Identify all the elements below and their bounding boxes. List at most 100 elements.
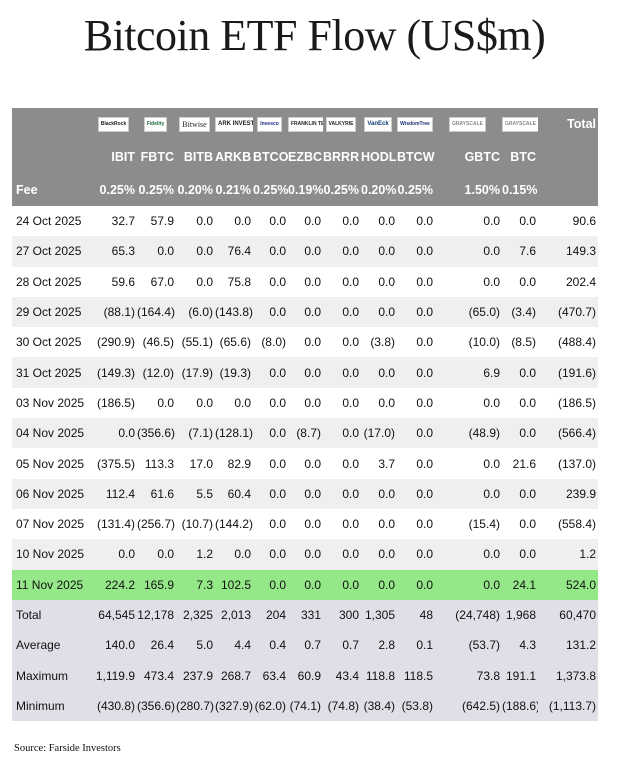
flow-cell: 0.0 bbox=[288, 296, 323, 328]
issuer-logo-cell: VanEck bbox=[361, 108, 397, 140]
flow-cell: 32.7 bbox=[111, 214, 135, 229]
fee-value: 0.25% bbox=[323, 173, 361, 206]
flow-cell: 0.0 bbox=[397, 539, 435, 570]
flow-cell: 0.0 bbox=[435, 569, 502, 600]
flow-cell: (15.4) bbox=[468, 517, 500, 532]
flow-cell: 0.0 bbox=[253, 357, 288, 388]
flow-cell: 0.0 bbox=[361, 296, 397, 328]
flow-cell: 3.7 bbox=[378, 456, 395, 471]
total-header: Total bbox=[538, 108, 598, 140]
flow-cell: (17.0) bbox=[361, 418, 397, 449]
flow-cell: 24.1 bbox=[502, 569, 538, 600]
issuer-logo: Bitwise bbox=[179, 116, 210, 132]
flow-cell: 0.0 bbox=[342, 456, 359, 471]
page-title: Bitcoin ETF Flow (US$m) bbox=[83, 11, 546, 60]
flow-cell: (8.0) bbox=[261, 335, 286, 350]
flow-cell: 0.0 bbox=[483, 395, 500, 410]
flow-cell: 0.0 bbox=[269, 274, 286, 289]
flow-cell: 0.0 bbox=[416, 517, 433, 532]
flow-cell: (6.0) bbox=[176, 296, 215, 328]
flow-cell: 165.9 bbox=[137, 569, 176, 600]
flow-cell: 0.0 bbox=[342, 517, 359, 532]
flow-cell: (356.6) bbox=[137, 418, 176, 449]
ticker-header: BTC bbox=[502, 140, 538, 173]
row-date: 29 Oct 2025 bbox=[12, 296, 92, 328]
flow-cell: 102.5 bbox=[215, 569, 253, 600]
flow-cell: 59.6 bbox=[111, 274, 135, 289]
flow-cell: 0.0 bbox=[323, 478, 361, 509]
flow-cell: 0.0 bbox=[304, 395, 321, 410]
summary-cell: 2,325 bbox=[176, 599, 215, 631]
summary-cell: 26.4 bbox=[137, 630, 176, 661]
ticker-header: BITB bbox=[176, 140, 215, 173]
ticker-header: EZBC bbox=[288, 140, 323, 173]
flow-cell: 0.0 bbox=[378, 517, 395, 532]
flow-cell: 0.0 bbox=[435, 478, 502, 509]
table-row: 27 Oct 2025 65.3 0.0 0.0 76.4 0.0 0.0 0.0 0.0 0.0… bbox=[12, 236, 598, 267]
summary-cell: (74.8) bbox=[323, 690, 361, 722]
flow-cell: 0.0 bbox=[342, 274, 359, 289]
row-date: 28 Oct 2025 bbox=[16, 274, 82, 289]
flow-cell: 0.0 bbox=[196, 214, 213, 229]
summary-cell: 204 bbox=[253, 599, 288, 631]
table-row: 06 Nov 2025 112.4 61.6 5.5 60.4 0.0 0.0 0.0 0.0 0… bbox=[12, 478, 598, 509]
summary-cell: 140.0 bbox=[92, 630, 137, 661]
summary-cell: 1,119.9 bbox=[92, 660, 137, 691]
row-date: 03 Nov 2025 bbox=[16, 395, 85, 410]
flow-cell: 0.0 bbox=[253, 569, 288, 600]
summary-label: Minimum bbox=[12, 690, 92, 722]
summary-cell: (74.1) bbox=[288, 690, 323, 722]
summary-cell: 2.8 bbox=[361, 630, 397, 661]
ticker-header: FBTC bbox=[137, 140, 176, 173]
flow-cell: (191.6) bbox=[538, 357, 598, 388]
issuer-logo-cell: VALKYRIE bbox=[323, 108, 361, 140]
flow-cell: (55.1) bbox=[181, 335, 213, 350]
summary-cell: 0.1 bbox=[397, 630, 435, 661]
summary-cell: 0.7 bbox=[288, 630, 323, 661]
issuer-logo-cell: Invesco bbox=[253, 108, 288, 140]
issuer-logo-cell: GRAYSCALE bbox=[435, 108, 502, 140]
summary-label: Average bbox=[12, 630, 92, 661]
flow-cell: 0.0 bbox=[342, 335, 359, 350]
flow-cell: 57.9 bbox=[150, 214, 174, 229]
summary-cell: 118.5 bbox=[397, 660, 435, 691]
flow-cell: 61.6 bbox=[137, 478, 176, 509]
blank-cell bbox=[538, 140, 598, 173]
row-date: 07 Nov 2025 bbox=[16, 517, 85, 532]
flow-cell: 0.0 bbox=[483, 274, 500, 289]
flow-cell: 65.3 bbox=[92, 236, 137, 267]
summary-cell: 4.3 bbox=[502, 630, 538, 661]
issuer-logo: BlackRock bbox=[97, 116, 130, 132]
row-date: 31 Oct 2025 bbox=[12, 357, 92, 388]
flow-cell: (256.7) bbox=[137, 517, 176, 532]
flow-cell: 0.0 bbox=[416, 274, 433, 289]
issuer-logo-cell: Fidelity bbox=[137, 108, 176, 140]
summary-cell: 0.4 bbox=[253, 630, 288, 661]
flow-cell: (10.7) bbox=[181, 517, 213, 532]
table-row: 29 Oct 2025 (88.1) (164.4) (6.0) (143.8) 0.0 0… bbox=[12, 296, 598, 328]
fee-value: 0.20% bbox=[176, 173, 215, 206]
flow-cell: 82.9 bbox=[227, 456, 251, 471]
issuer-logo: GRAYSCALE bbox=[449, 116, 486, 132]
flow-cell: (10.0) bbox=[468, 335, 500, 350]
flow-cell: (149.3) bbox=[92, 357, 137, 388]
flow-cell: (186.5) bbox=[557, 395, 596, 410]
flow-cell: (46.5) bbox=[142, 335, 174, 350]
flow-cell: 0.0 bbox=[361, 236, 397, 267]
ticker-header: BRRR bbox=[323, 140, 361, 173]
flow-cell: 6.9 bbox=[435, 357, 502, 388]
flow-cell: 0.0 bbox=[253, 418, 288, 449]
flow-cell: 0.0 bbox=[397, 236, 435, 267]
flow-cell: 0.0 bbox=[483, 456, 500, 471]
flow-cell: 0.0 bbox=[502, 357, 538, 388]
flow-cell: 0.0 bbox=[253, 236, 288, 267]
flow-cell: (17.9) bbox=[176, 357, 215, 388]
flow-cell: (558.4) bbox=[557, 517, 596, 532]
flow-cell: 0.0 bbox=[397, 357, 435, 388]
flow-cell: 0.0 bbox=[519, 517, 536, 532]
row-date: 06 Nov 2025 bbox=[12, 478, 92, 509]
flow-cell: 5.5 bbox=[176, 478, 215, 509]
flow-cell: (48.9) bbox=[435, 418, 502, 449]
issuer-logo: FRANKLIN TEMPLETON bbox=[288, 116, 323, 132]
row-date: 30 Oct 2025 bbox=[16, 335, 82, 350]
